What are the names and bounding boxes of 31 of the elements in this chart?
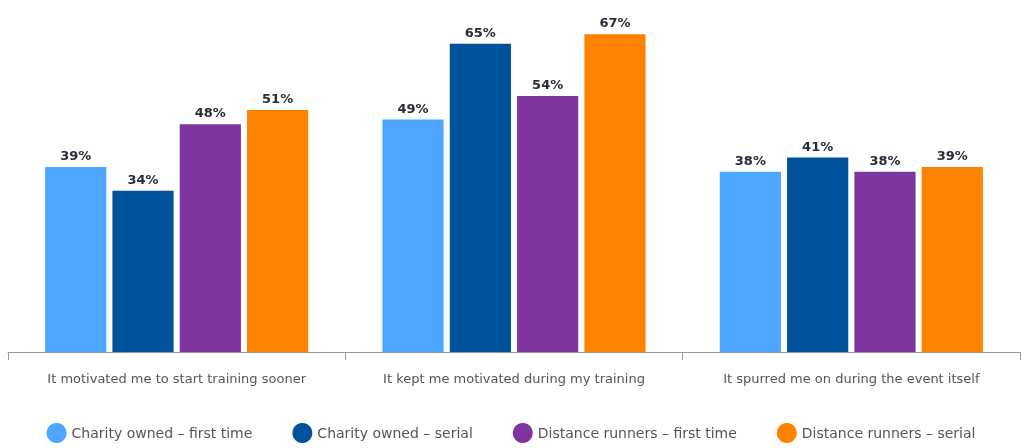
data-label: 67% bbox=[599, 15, 631, 31]
bar bbox=[247, 110, 309, 352]
bar bbox=[787, 157, 849, 352]
data-label: 49% bbox=[397, 100, 429, 116]
data-label: 48% bbox=[194, 105, 226, 121]
bar bbox=[179, 124, 241, 352]
legend-label: Charity owned – serial bbox=[317, 425, 473, 441]
legend-label: Distance runners – serial bbox=[801, 425, 976, 441]
data-label: 65% bbox=[464, 24, 496, 40]
data-label: 51% bbox=[262, 91, 294, 107]
data-label: 39% bbox=[936, 148, 968, 164]
bar bbox=[382, 119, 444, 352]
legend-label: Charity owned – first time bbox=[71, 425, 253, 441]
x-tick-label: It spurred me on during the event itself bbox=[723, 371, 980, 386]
bar bbox=[854, 171, 916, 352]
bar bbox=[719, 171, 781, 352]
data-label: 54% bbox=[532, 76, 564, 92]
data-label: 34% bbox=[127, 171, 159, 187]
data-label: 38% bbox=[869, 152, 901, 168]
data-label: 39% bbox=[60, 148, 92, 164]
x-tick-label: It kept me motivated during my training bbox=[383, 371, 645, 386]
bar bbox=[517, 95, 579, 352]
data-label: 41% bbox=[802, 138, 834, 154]
bar bbox=[112, 190, 174, 352]
bar bbox=[45, 167, 107, 352]
bar bbox=[921, 167, 983, 352]
x-tick-label: It motivated me to start training sooner bbox=[47, 371, 307, 386]
bar bbox=[449, 43, 511, 352]
legend-label: Distance runners – first time bbox=[537, 425, 737, 441]
data-label: 38% bbox=[734, 152, 766, 168]
bar bbox=[584, 34, 646, 352]
